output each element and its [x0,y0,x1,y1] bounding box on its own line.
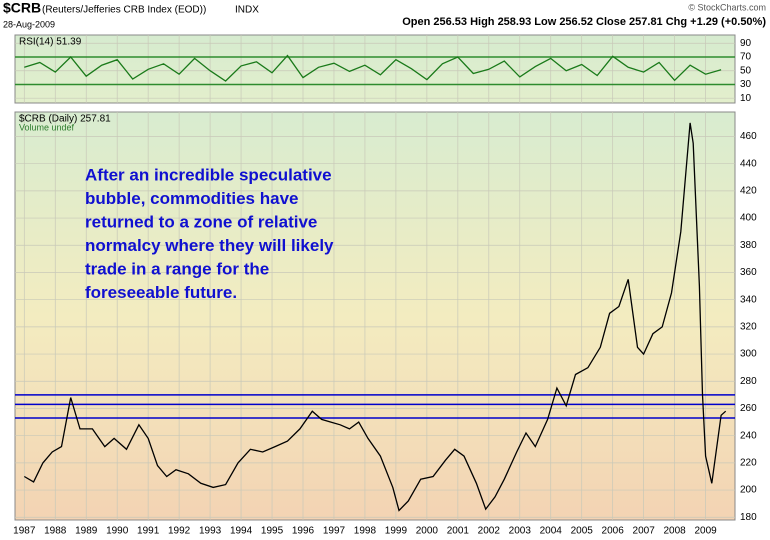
y-tick-label: 260 [740,403,757,414]
data-line [24,54,722,82]
y-tick-label: 460 [740,131,757,142]
x-tick-label: 1987 [13,526,36,537]
x-tick-label: 1997 [323,526,346,537]
x-tick-label: 1999 [385,526,408,537]
y-tick-label: 30 [740,79,752,90]
x-tick-label: 1994 [230,526,253,537]
legend: RSI(14) 51.39 [19,37,82,48]
annotation: After an incredible speculative [85,165,332,184]
y-tick-label: 340 [740,294,757,305]
x-tick-label: 2004 [540,526,563,537]
x-tick-label: 1989 [75,526,98,537]
y-tick-label: 10 [740,93,752,104]
y-tick-label: 320 [740,322,757,333]
x-tick-label: 1992 [168,526,191,537]
y-tick-label: 300 [740,349,757,360]
y-tick-label: 400 [740,213,757,224]
x-tick-label: 1991 [137,526,160,537]
exchange: INDX [235,5,259,16]
x-tick-label: 1998 [354,526,377,537]
date: 28-Aug-2009 [3,19,55,29]
y-tick-label: 440 [740,158,757,169]
y-tick-label: 200 [740,485,757,496]
data-line [23,122,727,512]
credit: © StockCharts.com [688,2,766,12]
x-tick-label: 1996 [292,526,315,537]
annotation: foreseeable future. [85,283,237,302]
x-tick-label: 2007 [633,526,656,537]
y-tick-label: 50 [740,65,752,76]
annotation: normalcy where they will likely [85,236,334,255]
x-tick-label: 1993 [199,526,222,537]
legend: $CRB (Daily) 257.81 [19,114,111,125]
panel-background [14,34,736,104]
x-tick-label: 2000 [416,526,439,537]
y-tick-label: 380 [740,240,757,251]
annotation: trade in a range for the [85,259,269,278]
quote: Open 256.53 High 258.93 Low 256.52 Close… [402,16,766,28]
x-tick-label: 1995 [261,526,284,537]
y-tick-label: 180 [740,512,757,523]
y-tick-label: 280 [740,376,757,387]
y-tick-label: 220 [740,458,757,469]
x-tick-label: 2003 [509,526,532,537]
y-tick-label: 420 [740,186,757,197]
legend-extra: Volume undef [19,122,75,132]
title: $CRB [3,0,41,16]
x-tick-label: 2001 [447,526,470,537]
x-tick-label: 1988 [44,526,67,537]
panel-background [14,111,736,521]
annotation: bubble, commodities have [85,189,299,208]
x-tick-label: 2006 [602,526,625,537]
annotation: returned to a zone of relative [85,212,317,231]
y-tick-label: 90 [740,38,752,49]
y-tick-label: 360 [740,267,757,278]
y-tick-label: 240 [740,430,757,441]
x-tick-label: 2002 [478,526,501,537]
x-tick-label: 2005 [571,526,594,537]
y-tick-label: 70 [740,52,752,63]
x-tick-label: 2009 [694,526,717,537]
x-tick-label: 1990 [106,526,129,537]
subtitle: (Reuters/Jefferies CRB Index (EOD)) [42,5,206,16]
x-tick-label: 2008 [663,526,686,537]
